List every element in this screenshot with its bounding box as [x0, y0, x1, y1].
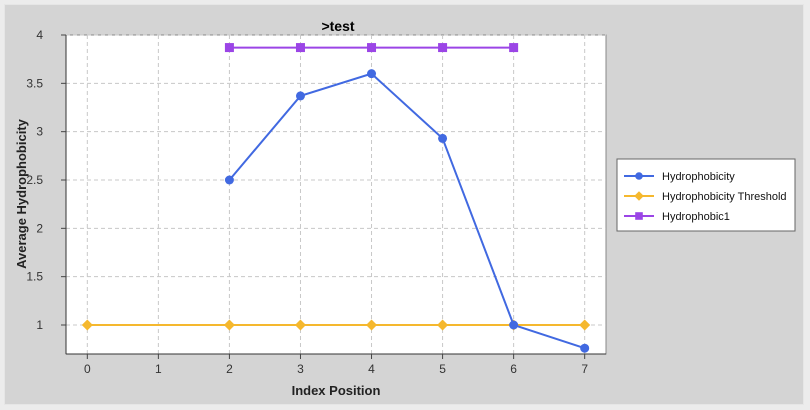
x-tick-label: 3	[297, 362, 304, 376]
y-tick-label: 1.5	[26, 270, 43, 284]
data-point	[437, 319, 449, 331]
series-layer	[81, 43, 591, 353]
legend-label: Hydrophobicity Threshold	[662, 191, 787, 203]
data-point	[580, 343, 590, 353]
data-point	[294, 319, 306, 331]
y-axis-label: Average Hydrophobicity	[14, 118, 29, 269]
x-tick-label: 5	[439, 362, 446, 376]
legend-swatch-marker	[635, 172, 643, 180]
data-point	[438, 43, 448, 53]
data-point	[295, 43, 305, 53]
y-tick-label: 2.5	[26, 173, 43, 187]
x-tick-label: 0	[84, 362, 91, 376]
y-tick-label: 3.5	[26, 76, 43, 90]
data-point	[223, 319, 235, 331]
series-hydrophobic1	[224, 43, 519, 53]
data-point	[579, 319, 591, 331]
x-tick-label: 1	[155, 362, 162, 376]
data-point	[438, 133, 448, 143]
data-point	[224, 175, 234, 185]
legend-label: Hydrophobic1	[662, 211, 730, 223]
x-axis-ticks: 0 1 2 3 4 5 6 7	[84, 354, 588, 376]
y-tick-label: 4	[36, 28, 43, 42]
y-tick-label: 1	[36, 318, 43, 332]
x-axis-label: Index Position	[292, 383, 381, 398]
data-point	[509, 43, 519, 53]
x-tick-label: 4	[368, 362, 375, 376]
data-point	[295, 91, 305, 101]
data-point	[366, 319, 378, 331]
y-axis-ticks: 1 1.5 2 2.5 3 3.5 4	[26, 28, 66, 332]
legend: Hydrophobicity Hydrophobicity Threshold Hy…	[616, 158, 796, 232]
data-point	[367, 43, 377, 53]
y-tick-label: 3	[36, 125, 43, 139]
y-tick-label: 2	[36, 221, 43, 235]
chart-title: >test	[321, 18, 354, 34]
series-hydrophobicity	[224, 69, 590, 353]
legend-swatch-marker	[635, 212, 643, 220]
legend-swatch-marker	[634, 191, 644, 201]
x-tick-label: 2	[226, 362, 233, 376]
x-tick-label: 7	[581, 362, 588, 376]
data-point	[367, 69, 377, 79]
plot-area	[65, 34, 607, 355]
x-tick-label: 6	[510, 362, 517, 376]
data-point	[224, 43, 234, 53]
legend-item: Hydrophobic1	[624, 211, 730, 223]
series-line	[228, 72, 585, 350]
data-point	[509, 320, 519, 330]
axes	[65, 35, 606, 355]
legend-item: Hydrophobicity	[624, 171, 735, 183]
legend-label: Hydrophobicity	[662, 171, 735, 183]
data-point	[81, 319, 93, 331]
legend-item: Hydrophobicity Threshold	[624, 191, 787, 203]
